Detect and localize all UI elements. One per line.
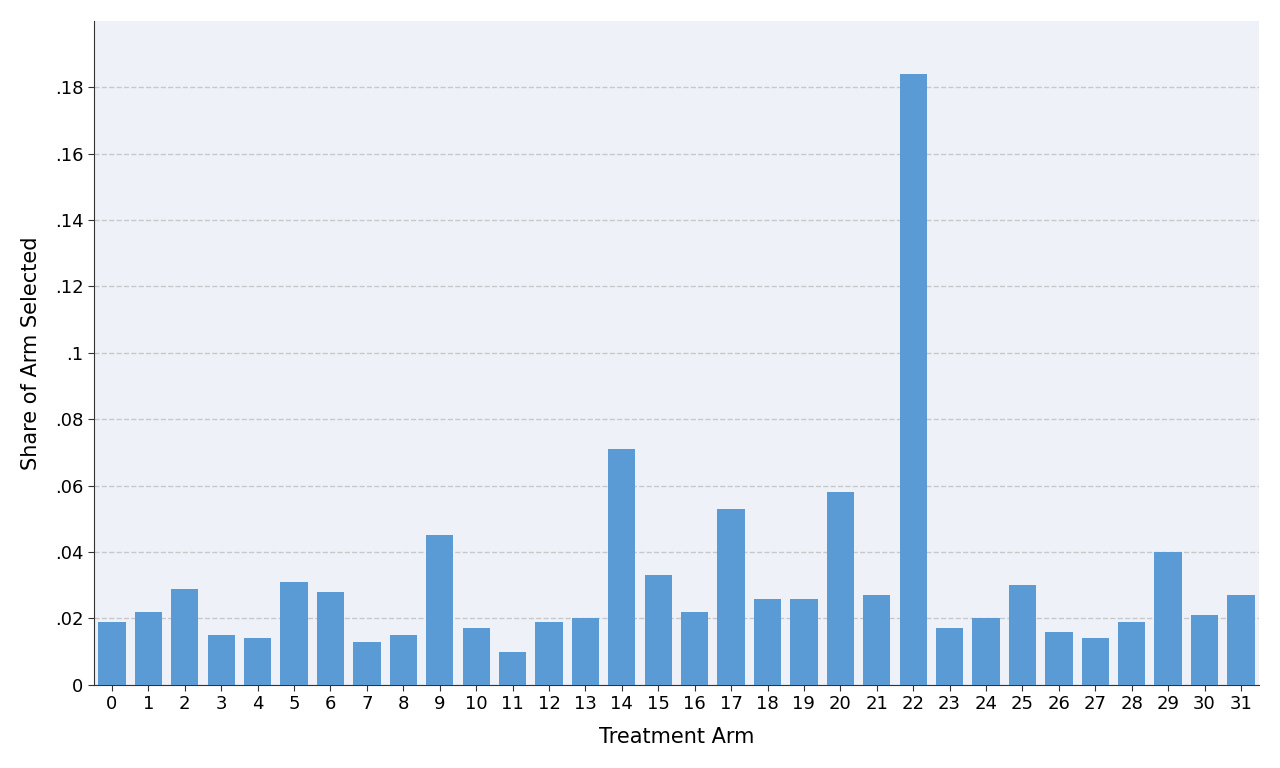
Bar [1228, 595, 1254, 685]
Bar [717, 509, 745, 685]
X-axis label: Treatment Arm: Treatment Arm [599, 727, 754, 747]
Bar [790, 598, 818, 685]
Bar [353, 642, 380, 685]
Bar [1046, 632, 1073, 685]
Bar [134, 612, 163, 685]
Bar [900, 74, 927, 685]
Bar [827, 492, 854, 685]
Bar [207, 635, 236, 685]
Bar [645, 575, 672, 685]
Bar [973, 618, 1000, 685]
Bar [317, 592, 344, 685]
Bar [863, 595, 891, 685]
Bar [99, 622, 125, 685]
Bar [608, 449, 635, 685]
Bar [1009, 585, 1036, 685]
Bar [535, 622, 563, 685]
Bar [389, 635, 417, 685]
Bar [1190, 615, 1219, 685]
Bar [499, 652, 526, 685]
Bar [681, 612, 708, 685]
Bar [1082, 638, 1108, 685]
Bar [1155, 552, 1181, 685]
Bar [754, 598, 781, 685]
Bar [1117, 622, 1146, 685]
Bar [462, 628, 490, 685]
Bar [244, 638, 271, 685]
Bar [172, 588, 198, 685]
Bar [572, 618, 599, 685]
Bar [936, 628, 964, 685]
Y-axis label: Share of Arm Selected: Share of Arm Selected [20, 236, 41, 469]
Bar [280, 582, 307, 685]
Bar [426, 535, 453, 685]
